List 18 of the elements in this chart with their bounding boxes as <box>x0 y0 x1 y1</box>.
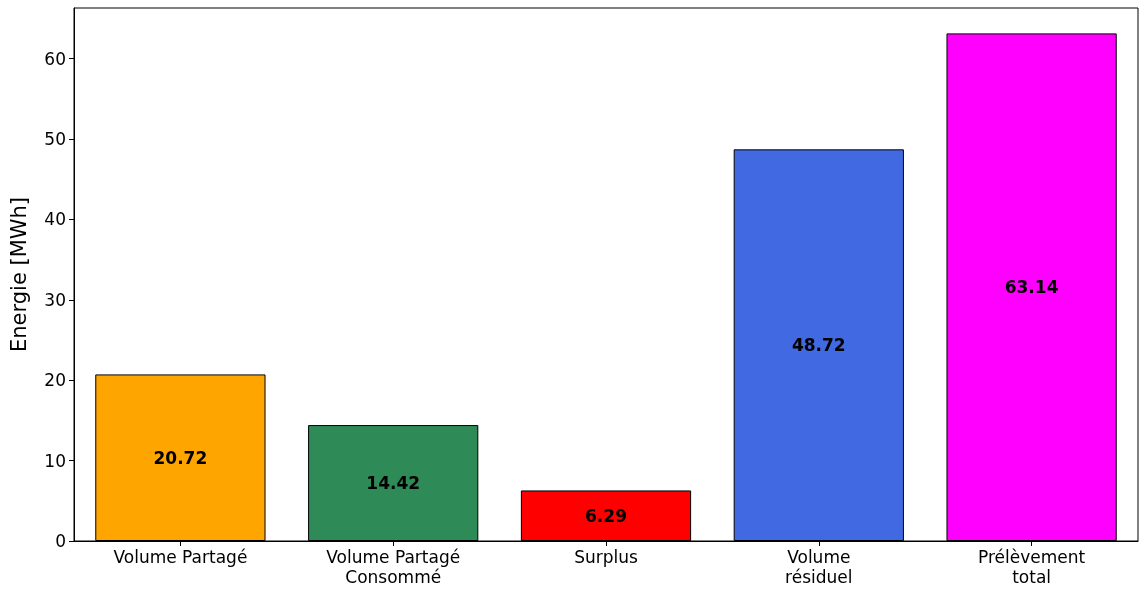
y-tick-label: 10 <box>44 450 66 471</box>
y-tick-label: 50 <box>44 129 66 150</box>
x-tick-label: Volume résiduel <box>785 547 853 587</box>
y-axis-title: Energie [MWh] <box>6 196 31 353</box>
data-label: 20.72 <box>153 447 208 468</box>
y-tick-label: 30 <box>44 289 66 310</box>
y-tick-label: 20 <box>44 370 66 391</box>
data-label: 48.72 <box>791 335 846 356</box>
x-tick-label: Volume Partagé Consommé <box>326 547 461 587</box>
x-tick-label: Surplus <box>574 547 638 567</box>
y-tick-label: 60 <box>44 48 66 69</box>
y-tick-label: 40 <box>44 209 66 230</box>
data-label: 14.42 <box>366 473 421 494</box>
y-tick-label: 0 <box>55 531 66 551</box>
x-tick-label: Volume Partagé <box>113 547 248 567</box>
data-label: 6.29 <box>585 505 627 526</box>
data-label: 63.14 <box>1004 277 1059 298</box>
x-tick-label: Prélèvement total <box>978 547 1086 587</box>
